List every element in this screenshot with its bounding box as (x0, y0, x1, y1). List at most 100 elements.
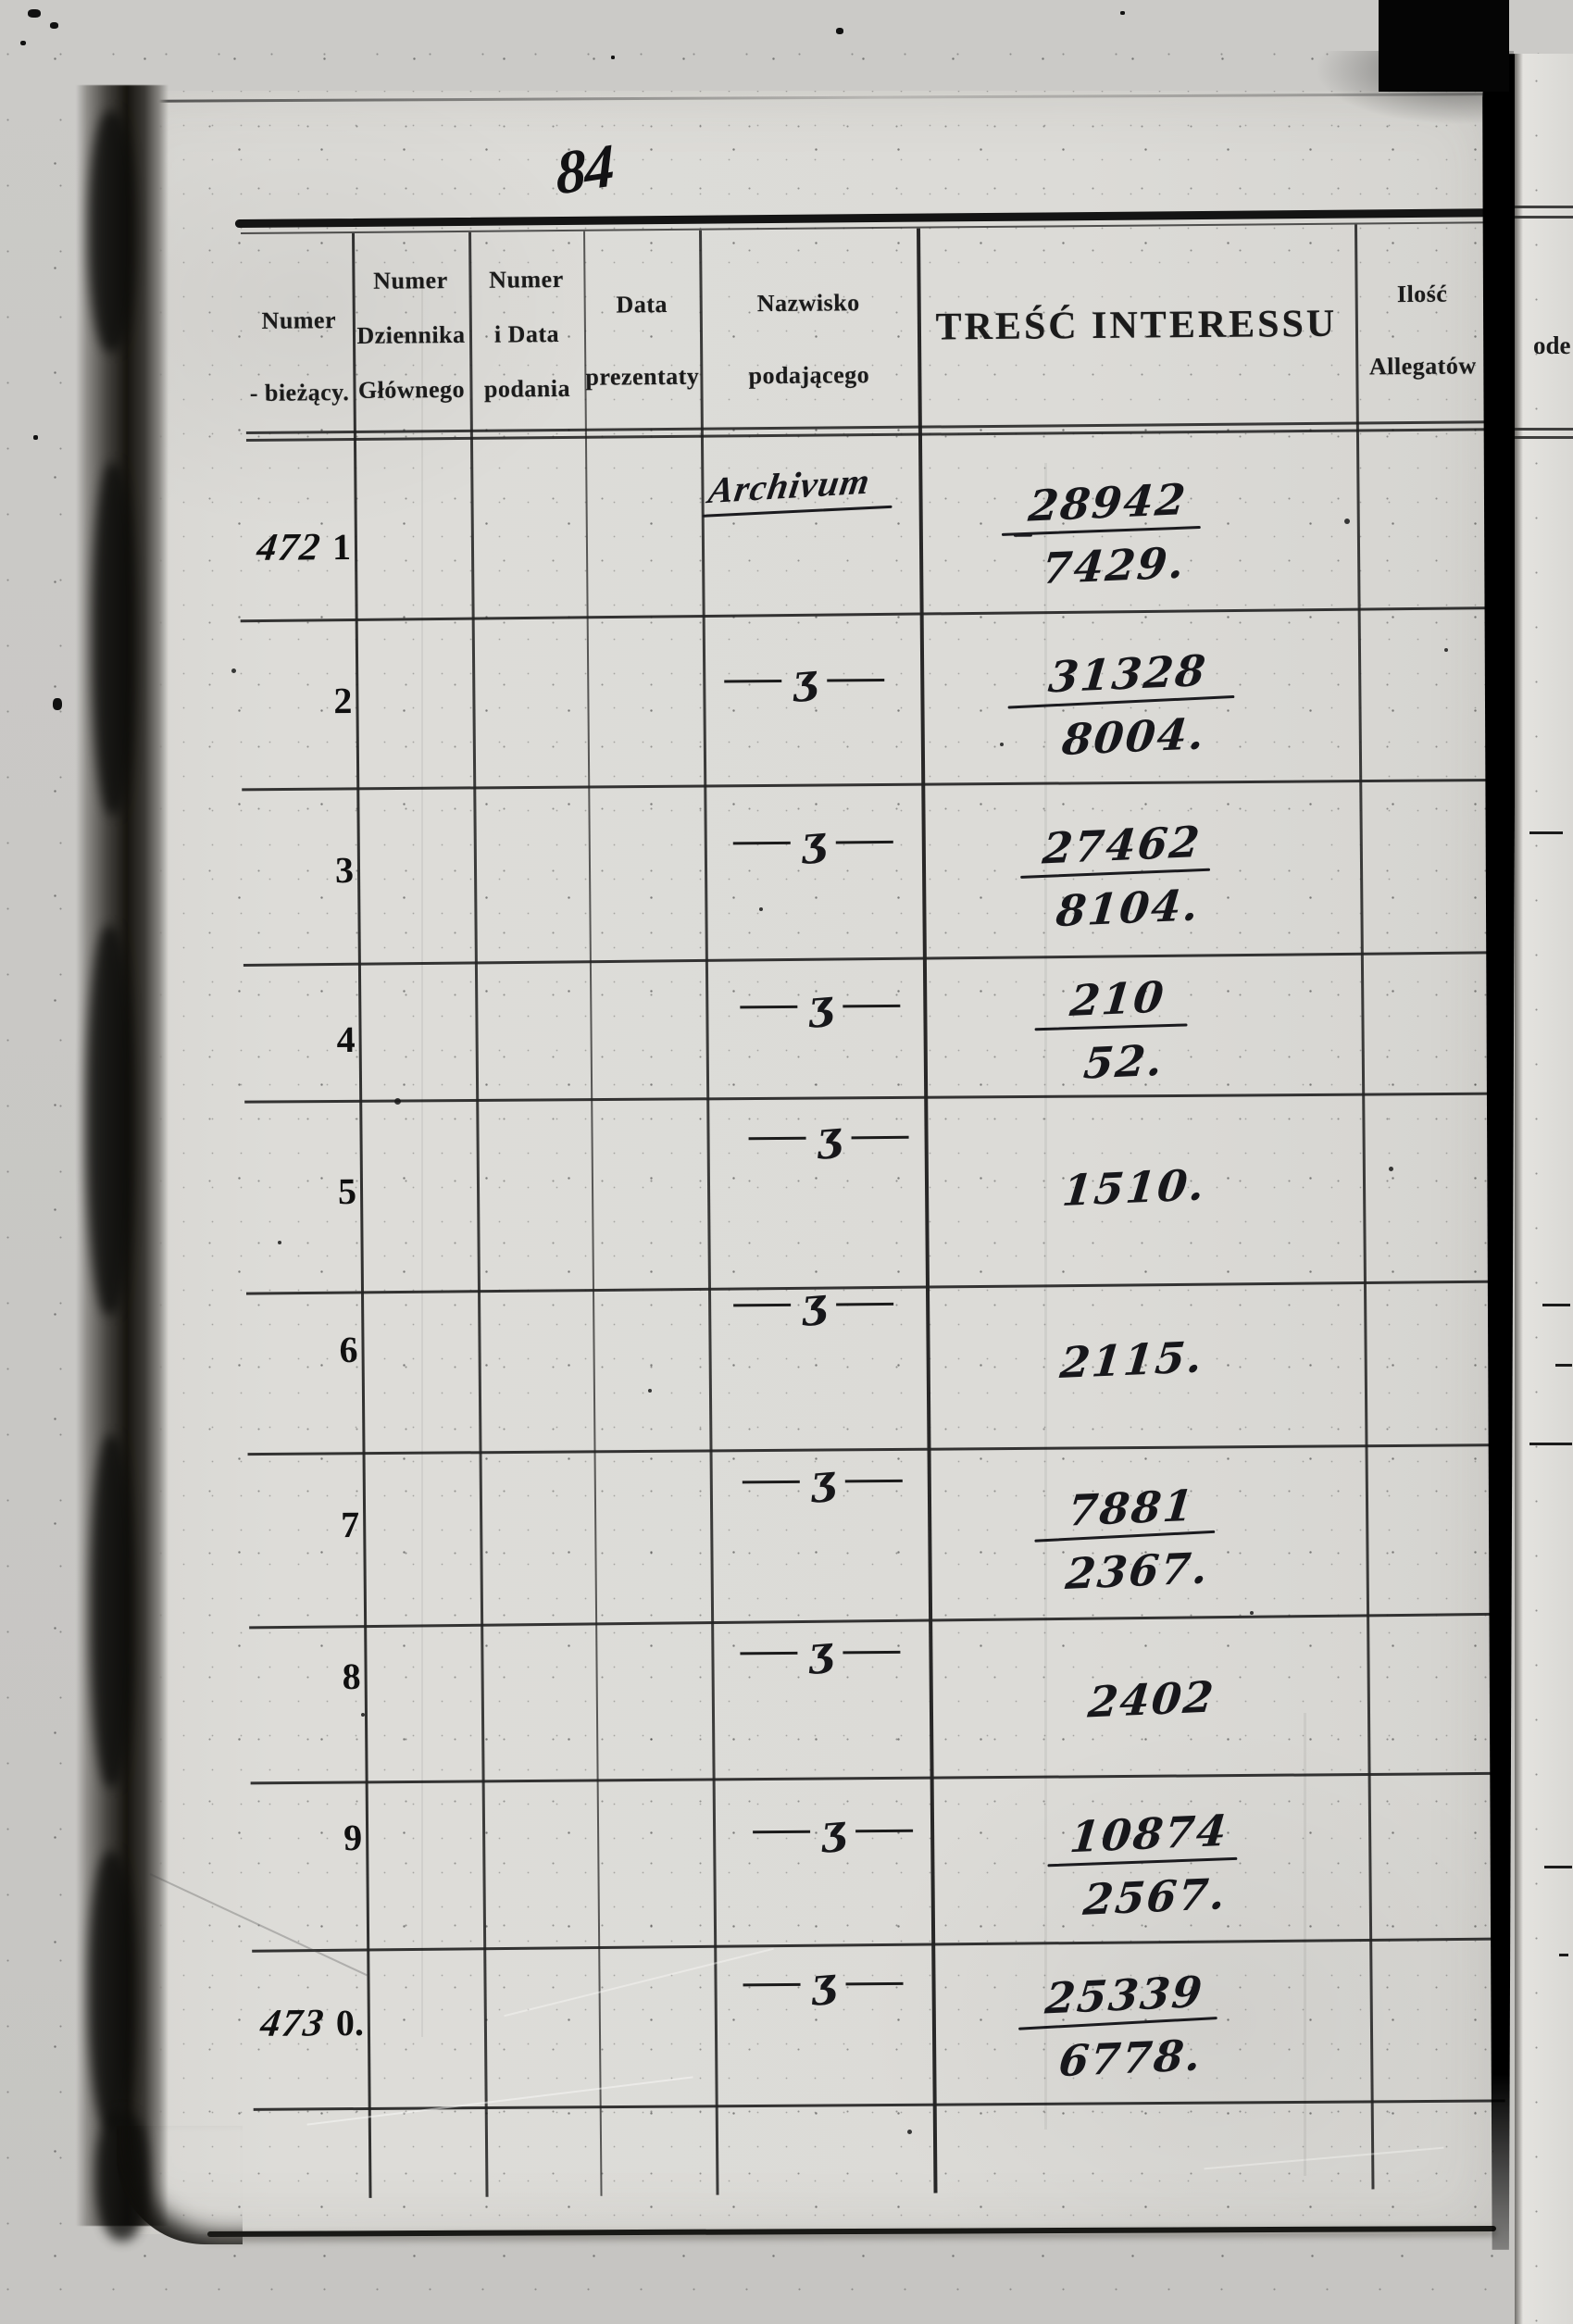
column-divider (699, 230, 719, 2195)
adjacent-row-line (1529, 1443, 1572, 1445)
ditto-mark: ʒ (730, 1113, 926, 1163)
paper-dot (1444, 648, 1448, 652)
header-line: podającego (748, 361, 870, 390)
row-separator (252, 1937, 1504, 1953)
entry-number-top: 210 (1067, 971, 1168, 1027)
row-number-prefix: 473 (257, 2002, 328, 2045)
ledger-page (109, 91, 1492, 2234)
paper-speck (836, 28, 843, 34)
paper-crease (421, 278, 423, 2037)
adjacent-top-rule (1515, 216, 1573, 219)
ditto-dash-left (743, 1982, 801, 1986)
row-number: 473 0. (232, 2001, 364, 2046)
ditto-dash-left (748, 1136, 806, 1140)
ditto-glyph: ʒ (809, 1958, 836, 2008)
ditto-dash-left (723, 679, 781, 683)
paper-speck (33, 435, 38, 440)
header-line: Numer (373, 267, 448, 294)
paper-dot (1389, 1167, 1393, 1171)
row-number-printed: 1 (331, 526, 352, 569)
column-header-ilosc-allegatow: Ilość Allegatów (1356, 225, 1489, 428)
entry-name: Archivum (705, 459, 874, 512)
adjacent-row-line (1542, 1304, 1570, 1306)
column-divider (583, 231, 603, 2196)
ditto-mark: ʒ (705, 656, 902, 706)
header-line: Numer (261, 306, 337, 334)
adjacent-row-line (1555, 1364, 1572, 1367)
ditto-dash-right (845, 1981, 904, 1985)
entry-number-bottom: 8004. (1059, 708, 1208, 766)
header-line: Dziennika (356, 320, 466, 349)
entry-number-top: 28942 (1026, 474, 1190, 531)
paper-dot (1344, 519, 1350, 524)
paper-dot (394, 1098, 401, 1105)
header-line: Głównego (357, 375, 466, 404)
ditto-mark: ʒ (715, 1280, 911, 1330)
header-line: Allegatów (1368, 352, 1477, 381)
row-number: 4 (223, 1018, 355, 1062)
ditto-mark: ʒ (724, 1959, 920, 2009)
column-header-data-prezentaty: Data prezentaty (585, 232, 699, 439)
entry-number-bottom: 2367. (1063, 1543, 1212, 1600)
paper-dot (231, 668, 236, 673)
row-number-printed: 9 (343, 1816, 363, 1859)
paper-dot (278, 1241, 281, 1244)
entry-number-bottom: 8104. (1054, 880, 1203, 937)
ditto-mark: ʒ (715, 818, 911, 868)
row-separator (240, 606, 1492, 622)
adjacent-row-line (1529, 831, 1563, 834)
entry-number-bottom: 52. (1081, 1034, 1167, 1089)
column-header-nazwisko-podajacego: Nazwisko podającego (701, 231, 917, 438)
column-header-numer-biezacy: Numer - bieżący. (246, 235, 352, 455)
ditto-dash-right (851, 1135, 909, 1139)
adjacent-page-text: ode (1533, 331, 1571, 359)
header-line: Data (616, 290, 668, 319)
entry-number-top: 27462 (1040, 817, 1204, 874)
ditto-dash-left (752, 1830, 810, 1833)
row-number-printed: 5 (337, 1169, 357, 1213)
row-number-printed: 4 (336, 1018, 356, 1061)
row-number-printed: 3 (334, 848, 355, 892)
row-number: 8 (229, 1655, 360, 1699)
row-number-printed: 0. (335, 2001, 365, 2044)
binding-clamp (1379, 0, 1509, 92)
ditto-glyph: ʒ (815, 1112, 842, 1162)
paper-speck (1120, 11, 1125, 15)
paper-dot (1250, 1611, 1254, 1615)
header-line: TREŚĆ INTERESSU (935, 302, 1338, 349)
ditto-glyph: ʒ (805, 1627, 833, 1677)
ditto-dash-right (835, 840, 893, 843)
ditto-mark: ʒ (721, 981, 918, 1031)
row-number: 5 (225, 1169, 356, 1214)
ditto-dash-right (844, 1479, 903, 1482)
paper-speck (20, 41, 26, 45)
row-number-printed: 7 (340, 1503, 360, 1546)
row-number-printed: 2 (333, 680, 353, 722)
fraction-bar-tick (1013, 533, 1032, 537)
header-line: Nazwisko (756, 288, 860, 317)
paper-speck (611, 56, 615, 59)
adjacent-page: ode (1515, 54, 1573, 2324)
adjacent-row-line (1544, 1866, 1572, 1868)
row-number: 6 (226, 1328, 357, 1372)
header-line: Numer (489, 265, 564, 294)
ditto-mark: ʒ (724, 1456, 920, 1506)
row-separator (253, 2099, 1505, 2111)
header-line: prezentaty (585, 363, 700, 392)
column-header-tresc-interessu: TREŚĆ INTERESSU (918, 227, 1355, 425)
paper-speck (28, 9, 41, 18)
paper-dot (907, 2130, 912, 2134)
ditto-dash-right (826, 678, 884, 682)
ditto-dash-left (732, 841, 791, 844)
column-divider (916, 228, 938, 2193)
paper-crease (1304, 1713, 1306, 2176)
column-divider (468, 231, 489, 2197)
ditto-dash-right (855, 1829, 913, 1832)
entry-number-single: 2402 (1085, 1671, 1217, 1728)
row-number: 2 (220, 679, 352, 723)
paper-crease (1044, 463, 1047, 2130)
binding-blob (89, 111, 135, 352)
header-line: - bieżący. (249, 379, 350, 407)
entry-number-top: 10874 (1067, 1805, 1231, 1863)
